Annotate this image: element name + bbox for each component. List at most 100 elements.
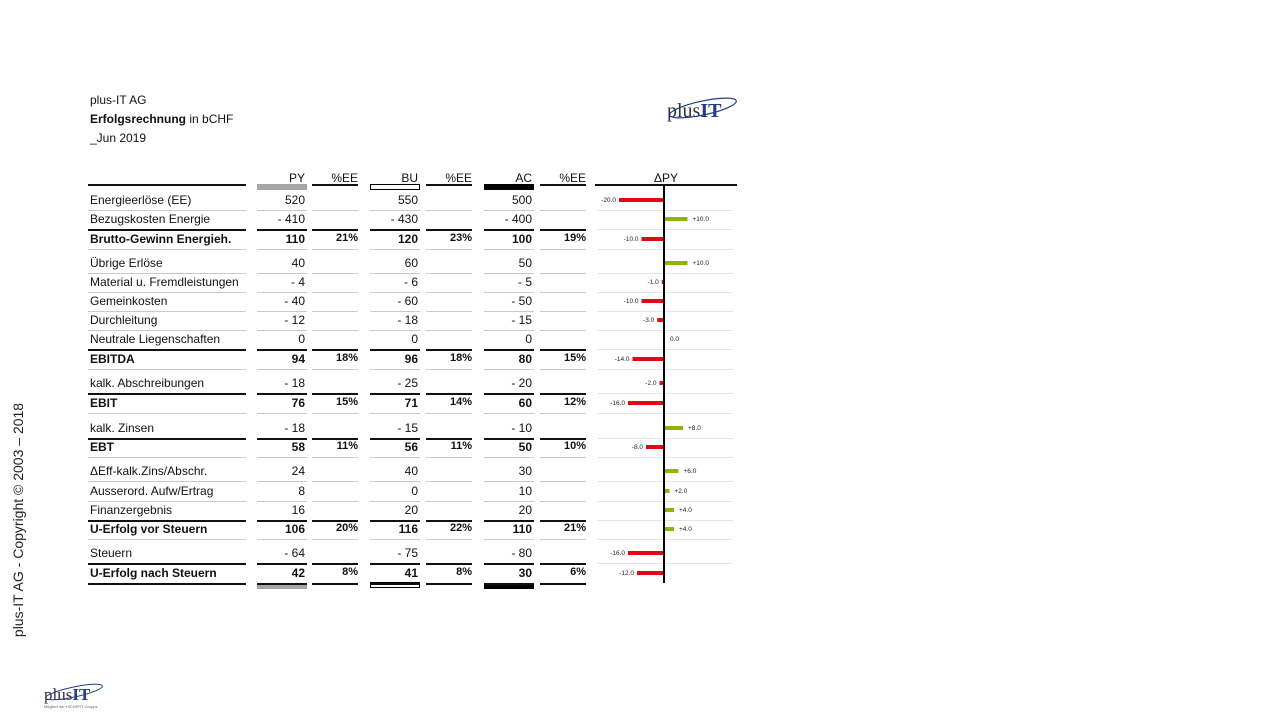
cell-py-pct: 8% [342, 566, 358, 578]
cell-bu-pct: 14% [449, 396, 472, 408]
cell-py-pct: 11% [336, 440, 358, 452]
row-rule [484, 481, 534, 482]
delta-label: +10.0 [693, 216, 710, 223]
cell-py: 106 [284, 522, 305, 536]
row-label: EBIT [90, 396, 118, 410]
row-rule [426, 249, 472, 250]
row-rule [257, 393, 307, 395]
row-rule [312, 583, 358, 585]
row-rule [312, 501, 358, 502]
delta-bar [657, 318, 664, 322]
col-header-py: PY [288, 171, 305, 185]
row-rule [540, 311, 586, 312]
cell-bu: - 430 [390, 212, 418, 226]
row-rule [426, 229, 472, 231]
row-rule [312, 520, 358, 522]
row-rule [88, 563, 246, 565]
delta-label: -16.0 [610, 400, 625, 407]
logo-text-it: IT [700, 100, 722, 122]
cell-bu: 0 [411, 332, 418, 346]
cell-py: 76 [291, 396, 305, 410]
cell-py: - 64 [284, 546, 305, 560]
row-rule [370, 249, 420, 250]
delta-bar [637, 571, 664, 575]
row-rule [312, 210, 358, 211]
plusit-logo: plusIT [667, 97, 737, 123]
cell-bu: 116 [398, 522, 418, 536]
cell-ac: 100 [511, 232, 532, 246]
bu-footer-bar [370, 582, 420, 588]
cell-py: 24 [291, 464, 305, 478]
row-label: Material u. Fremdleistungen [90, 275, 239, 289]
row-rule [257, 210, 307, 211]
cell-bu: 56 [404, 440, 418, 454]
cell-ac: 60 [518, 396, 532, 410]
cell-ac: 10 [518, 484, 532, 498]
row-rule [312, 330, 358, 331]
delta-bar [641, 299, 664, 303]
row-rule [540, 520, 586, 522]
header-rule-bu-pct [426, 184, 472, 186]
row-rule [426, 481, 472, 482]
cell-py: - 18 [284, 376, 305, 390]
delta-label: -1.0 [648, 279, 660, 286]
cell-py: - 4 [290, 275, 305, 289]
cell-py: - 18 [284, 421, 305, 435]
row-rule [484, 273, 534, 274]
delta-bar [628, 551, 664, 555]
row-rule [312, 273, 358, 274]
row-rule [312, 438, 358, 440]
row-rule [257, 349, 307, 351]
row-rule [540, 292, 586, 293]
row-rule [484, 349, 534, 351]
row-rule [484, 229, 534, 231]
cell-bu-pct: 22% [449, 522, 472, 534]
row-rule [370, 210, 420, 211]
delta-label: -14.0 [615, 356, 630, 363]
cell-ac-pct: 15% [563, 352, 586, 364]
row-rule [370, 501, 420, 502]
report-period: _Jun 2019 [90, 131, 147, 145]
delta-label: +8.0 [688, 425, 701, 432]
row-rule [370, 311, 420, 312]
row-rule [88, 438, 246, 440]
row-rule [426, 563, 472, 565]
row-rule [88, 292, 246, 293]
row-rule [312, 457, 358, 458]
row-label: Neutrale Liegenschaften [90, 332, 221, 346]
footer-logo: plusIT Mitglied der HICHERT Gruppe [44, 683, 103, 709]
row-rule [257, 563, 307, 565]
row-rule [88, 210, 246, 211]
row-rule [540, 539, 586, 540]
delta-bar [665, 527, 674, 531]
cell-ac-pct: 21% [563, 522, 586, 534]
row-rule [257, 438, 307, 440]
row-rule [312, 563, 358, 565]
header-rule-ac-pct [540, 184, 586, 186]
row-rule [257, 273, 307, 274]
cell-ac: 0 [525, 332, 532, 346]
row-rule [484, 539, 534, 540]
col-header-bu: BU [401, 171, 418, 185]
delta-bar [665, 217, 688, 221]
row-rule [540, 438, 586, 440]
row-rule [540, 369, 586, 370]
footer-logo-text-it: IT [72, 685, 91, 704]
delta-label: -10.0 [624, 298, 639, 305]
row-label: Steuern [90, 546, 133, 560]
delta-bar [661, 280, 664, 284]
row-rule [370, 369, 420, 370]
row-rule [370, 330, 420, 331]
row-rule [88, 413, 246, 414]
row-rule [88, 349, 246, 351]
delta-bar [641, 237, 664, 241]
footer-logo-tagline: Mitglied der HICHERT Gruppe [44, 704, 98, 709]
cell-bu: - 6 [403, 275, 418, 289]
row-rule [312, 481, 358, 482]
delta-bar [632, 357, 664, 361]
row-rule [88, 369, 246, 370]
cell-py-pct: 15% [335, 396, 358, 408]
delta-label: -12.0 [619, 570, 634, 577]
delta-label: +4.0 [679, 526, 692, 533]
